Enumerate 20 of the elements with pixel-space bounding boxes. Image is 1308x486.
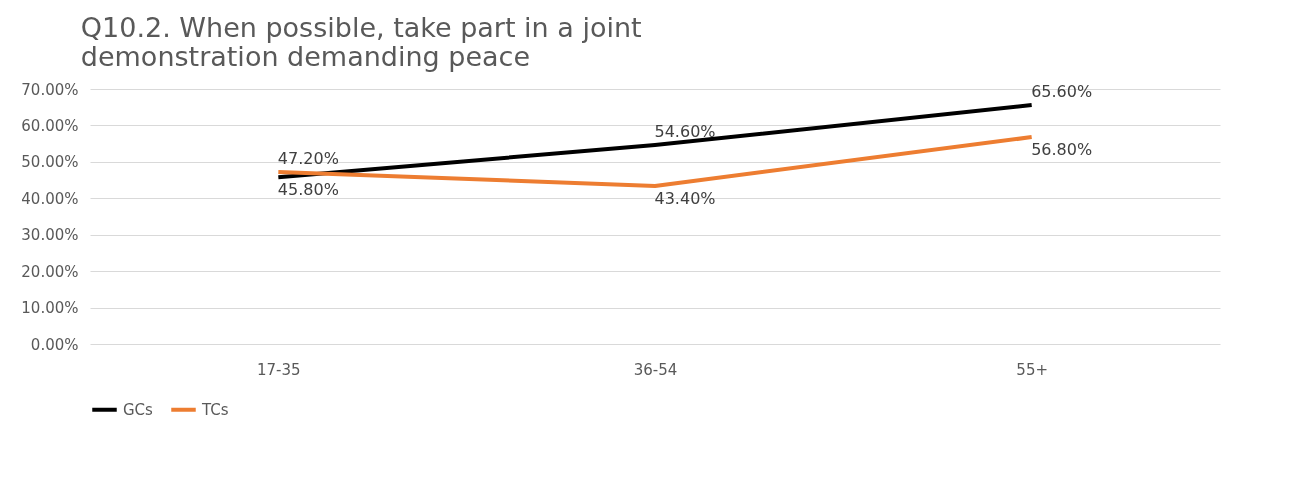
legend-label: TCs bbox=[201, 400, 229, 419]
data-label: 65.60% bbox=[1031, 82, 1093, 102]
y-tick-label: 50.00% bbox=[21, 153, 79, 172]
y-tick-label: 30.00% bbox=[21, 226, 79, 245]
data-label: 54.60% bbox=[654, 122, 716, 142]
y-tick-label: 0.00% bbox=[30, 335, 79, 354]
data-label: 45.80% bbox=[277, 180, 339, 200]
y-tick-label: 40.00% bbox=[21, 189, 79, 208]
text: Q10.2. When possible, take part in a joint bbox=[80, 12, 642, 43]
x-tick-label: 55+ bbox=[1016, 360, 1048, 379]
data-label: 56.80% bbox=[1031, 140, 1093, 160]
y-tick-label: 10.00% bbox=[21, 299, 79, 318]
x-tick-label: 36-54 bbox=[633, 360, 678, 379]
y-tick-label: 70.00% bbox=[21, 80, 79, 99]
x-tick-label: 17-35 bbox=[257, 360, 301, 379]
y-tick-label: 20.00% bbox=[21, 262, 79, 281]
y-tick-label: 60.00% bbox=[21, 116, 79, 135]
legend-label: GCs bbox=[123, 400, 154, 419]
data-label: 43.40% bbox=[654, 188, 716, 208]
data-label: 47.20% bbox=[277, 149, 339, 169]
